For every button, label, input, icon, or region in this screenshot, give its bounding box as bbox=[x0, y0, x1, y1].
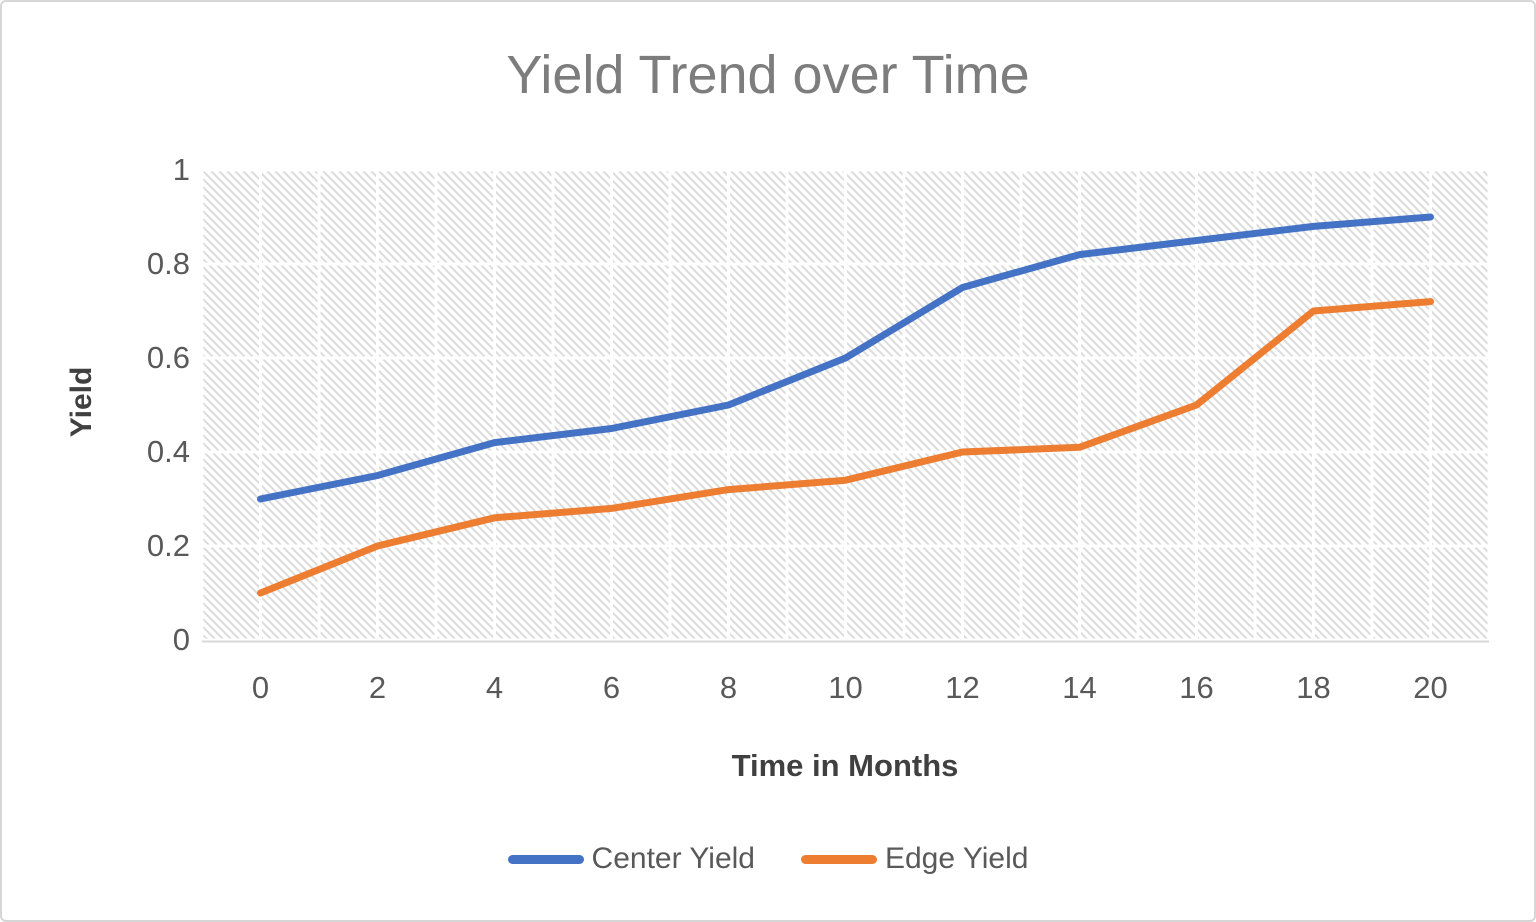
x-tick-label: 6 bbox=[602, 670, 621, 705]
center-yield-line-swatch bbox=[507, 854, 584, 864]
y-tick-label: 1 bbox=[172, 152, 190, 187]
x-tick-label: 4 bbox=[485, 670, 504, 705]
x-tick-label: 10 bbox=[828, 670, 863, 705]
x-tick-label: 12 bbox=[945, 670, 980, 705]
series-line-edge-yield bbox=[257, 298, 1434, 597]
x-tick-label: 14 bbox=[1062, 670, 1097, 705]
y-axis-title: Yield bbox=[65, 366, 98, 438]
x-tick-label: 2 bbox=[368, 670, 387, 705]
y-tick-label: 0 bbox=[172, 622, 190, 657]
x-tick-label: 8 bbox=[719, 670, 738, 705]
y-tick-label: 0.2 bbox=[146, 528, 190, 563]
x-tick-label: 16 bbox=[1179, 670, 1214, 705]
chart-title: Yield Trend over Time bbox=[506, 45, 1030, 105]
edge-yield-line-swatch bbox=[800, 854, 877, 864]
x-tick-label: 20 bbox=[1413, 670, 1448, 705]
series-line-center-yield bbox=[257, 213, 1434, 503]
y-tick-label: 0.4 bbox=[146, 434, 190, 469]
legend-item-center-yield: Center Yield bbox=[507, 842, 755, 876]
legend: Center Yield Edge Yield bbox=[2, 842, 1534, 876]
x-tick-label: 18 bbox=[1296, 670, 1331, 705]
y-tick-label: 0.8 bbox=[146, 246, 190, 281]
y-tick-label: 0.6 bbox=[146, 340, 190, 375]
legend-label-center-yield: Center Yield bbox=[591, 842, 755, 875]
x-axis-title: Time in Months bbox=[731, 748, 959, 783]
legend-label-edge-yield: Edge Yield bbox=[884, 842, 1029, 875]
x-tick-label: 0 bbox=[251, 670, 270, 705]
legend-item-edge-yield: Edge Yield bbox=[800, 842, 1029, 876]
